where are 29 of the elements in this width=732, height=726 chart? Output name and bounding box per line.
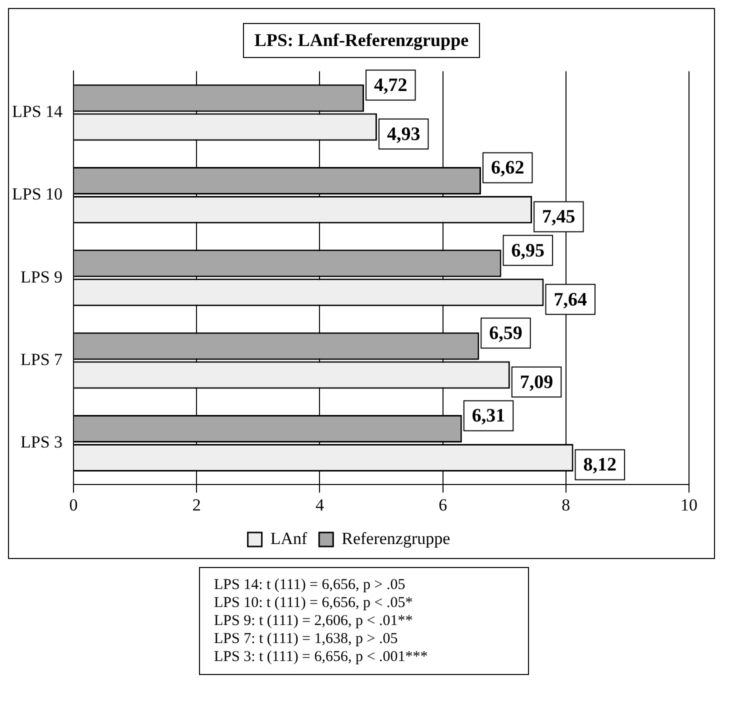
data-label: 7,64 [554,289,588,310]
text: LPS 7: t (111) = 1,638, p > .05 [214,630,399,648]
legend-label: LAnf [270,528,308,548]
x-tick-label: 8 [562,495,570,514]
y-tick-label: LPS 3 [20,432,63,452]
text: LPS 9: t (111) = 2,606, p < .01** [214,612,414,630]
y-tick-label: LPS 7 [20,350,64,370]
legend-label: Referenzgruppe [342,528,450,548]
text: LPS 10: t (111) = 6,656, p < .05* [214,594,414,612]
data-label: 4,93 [386,124,420,145]
data-label: 6,95 [511,240,545,262]
data-label: 6,31 [472,406,506,427]
y-tick-label: LPS 14 [12,102,64,122]
x-tick-label: 0 [69,495,78,514]
data-label: 4,72 [374,74,408,96]
data-label: 7,09 [520,372,554,393]
x-tick-label: 10 [680,495,698,514]
x-tick-label: 4 [315,495,324,514]
data-label: 6,62 [490,158,524,179]
x-tick-label: 2 [192,495,201,514]
data-label: 8,12 [583,454,617,476]
y-tick-label: LPS 10 [12,184,63,204]
y-tick-label: LPS 9 [20,267,63,286]
text: LPS 3: t (111) = 6,656, p < .001*** [214,648,429,666]
x-tick-label: 6 [438,495,448,514]
data-label: 6,59 [489,323,522,344]
data-label: 7,45 [542,206,576,228]
chart-title: LPS: LAnf-Referenzgruppe [243,23,480,58]
text: LPS 14: t (111) = 6,656, p > .05 [214,576,406,594]
